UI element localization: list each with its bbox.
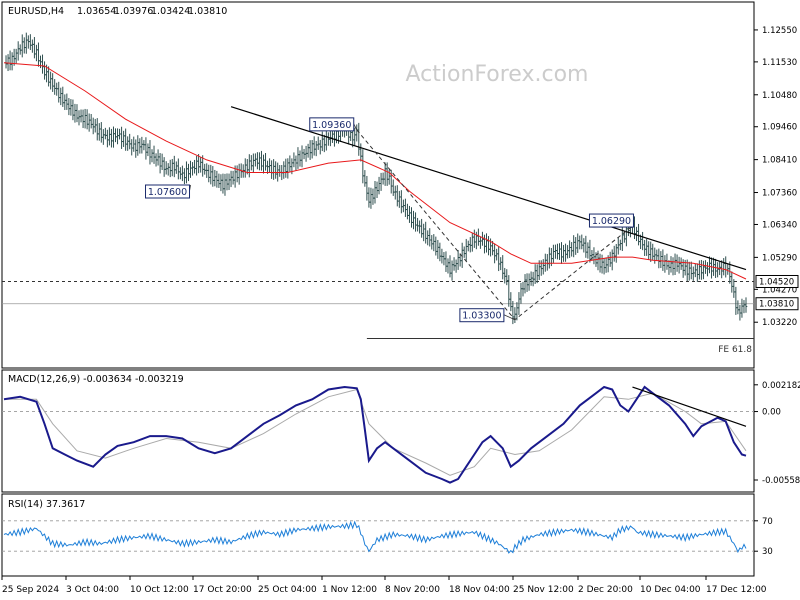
annotation-box <box>309 117 355 132</box>
annotation-label: 1.07600 <box>148 187 187 198</box>
x-tick-label: 25 Sep 2024 <box>2 585 59 595</box>
x-tick-label: 10 Dec 04:00 <box>640 585 701 595</box>
price-panel-frame <box>1 1 755 369</box>
annotation-box <box>588 213 634 228</box>
fe-label: FE 61.8 <box>718 345 752 355</box>
annotation-leader <box>503 314 516 321</box>
price-y-tick-label: 1.03220 <box>762 318 797 328</box>
rsi-y-tick-label: 30 <box>762 547 773 557</box>
x-tick-label: 1 Nov 12:00 <box>322 585 377 595</box>
price-y-tick-label: 1.06340 <box>762 220 797 230</box>
x-tick-label: 10 Oct 12:00 <box>130 585 189 595</box>
macd-y-tick-label: 0.002182 <box>762 381 800 391</box>
header-symbol: EURUSD,H4 <box>8 6 64 17</box>
annotation-box <box>459 308 505 323</box>
rsi-panel-frame <box>1 493 755 577</box>
macd-plot <box>2 385 754 484</box>
macd-panel-frame <box>1 369 755 493</box>
header-close: 1.03810 <box>188 6 227 17</box>
rsi-line <box>3 520 747 554</box>
macd-y-tick-label: -0.005584 <box>762 476 800 486</box>
macd-header: MACD(12,26,9) -0.003634 -0.003219 <box>8 374 184 385</box>
x-tick-label: 25 Oct 04:00 <box>258 585 317 595</box>
macd-line <box>3 385 747 484</box>
watermark: ActionForex.com <box>406 62 589 87</box>
price-y-tick-label: 1.11530 <box>762 58 797 68</box>
price-tag-label: 1.03810 <box>759 300 794 310</box>
x-tick-label: 17 Oct 20:00 <box>193 585 252 595</box>
x-tick-label: 8 Nov 20:00 <box>385 585 440 595</box>
rsi-header: RSI(14) 37.3617 <box>8 499 85 510</box>
price-y-tick-label: 1.07360 <box>762 189 797 199</box>
x-axis: 25 Sep 2024 3 Oct 04:00 10 Oct 12:00 17 Oct… <box>1 576 767 595</box>
annotation-label: 1.06290 <box>592 216 631 227</box>
price-y-tick-label: 1.09460 <box>762 123 797 133</box>
rsi-y-tick-label: 70 <box>762 517 773 527</box>
macd-y-axis: 0.002182 0.00 -0.005584 <box>754 381 800 486</box>
price-y-tick-label: 1.04270 <box>762 285 797 295</box>
macd-y-tick-label: 0.00 <box>762 408 781 418</box>
x-tick-label: 25 Nov 12:00 <box>513 585 574 595</box>
annotation-label: 1.09360 <box>312 120 351 131</box>
x-tick-label: 2 Dec 20:00 <box>578 585 633 595</box>
header-low: 1.03424 <box>151 6 190 17</box>
x-tick-label: 3 Oct 04:00 <box>66 585 119 595</box>
rsi-y-axis: 70 30 <box>754 517 773 557</box>
price-header: EURUSD,H4 1.03654 1.03976 1.03424 1.0381… <box>8 6 227 17</box>
price-tag-box <box>755 297 799 311</box>
annotation-box <box>145 184 191 199</box>
price-y-tick-label: 1.10480 <box>762 91 797 101</box>
falling-trendline <box>230 106 747 271</box>
rsi-plot <box>2 520 754 554</box>
price-y-axis: 1.12550 1.11530 1.10480 1.09460 1.08410 1.073… <box>754 26 799 328</box>
header-open: 1.03654 <box>77 6 116 17</box>
x-tick-label: 17 Dec 12:00 <box>706 585 767 595</box>
macd-trendline <box>632 386 747 427</box>
x-tick-label: 18 Nov 04:00 <box>449 585 510 595</box>
price-y-tick-label: 1.08410 <box>762 156 797 166</box>
price-candles <box>4 32 748 325</box>
price-y-tick-label: 1.05290 <box>762 253 797 263</box>
header-high: 1.03976 <box>114 6 153 17</box>
moving-average-line <box>3 62 747 280</box>
annotation-label: 1.03300 <box>462 311 501 322</box>
price-tag-label: 1.04520 <box>759 277 794 287</box>
price-y-tick-label: 1.12550 <box>762 26 797 36</box>
price-tag-box <box>755 274 799 288</box>
price-plot: 1.09360 1.07600 1.06290 1.03300 <box>2 32 754 340</box>
projection-dashed-line <box>356 129 633 321</box>
